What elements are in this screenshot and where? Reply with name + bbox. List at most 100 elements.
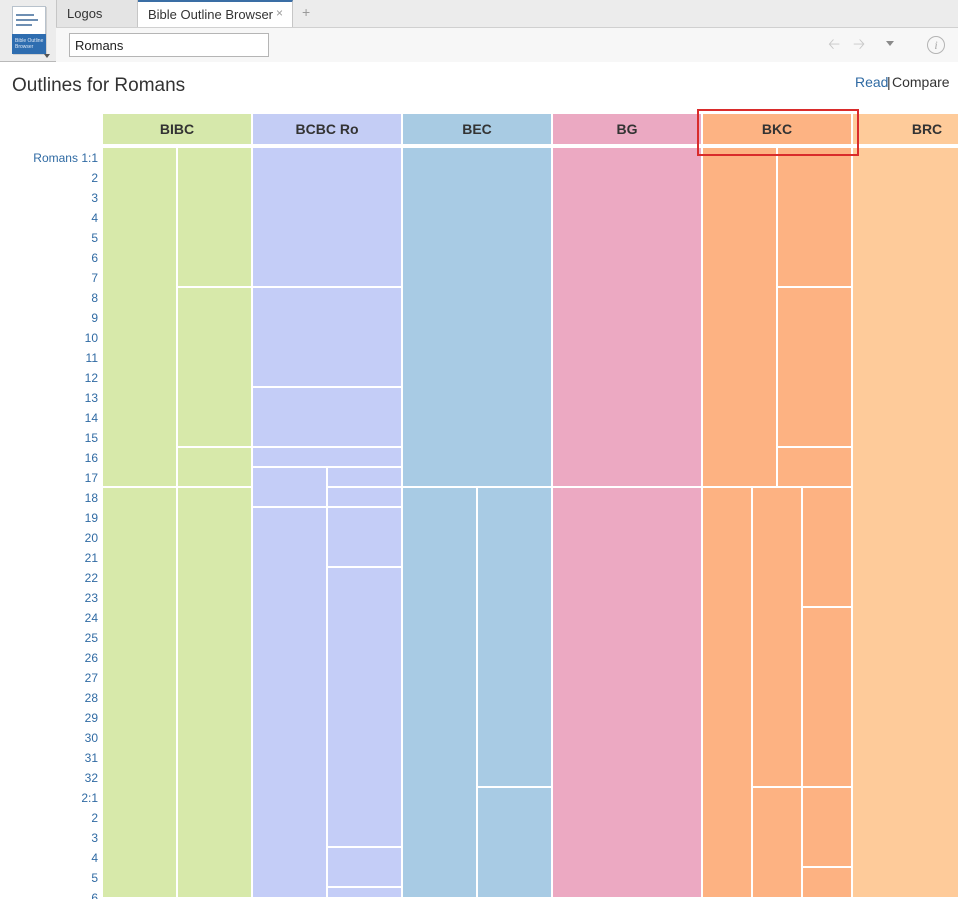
compare-link[interactable]: Compare	[892, 74, 950, 90]
dropdown-icon[interactable]	[886, 41, 894, 46]
verse-label[interactable]: 29	[84, 711, 98, 725]
verse-label[interactable]: 24	[84, 611, 98, 625]
outline-section[interactable]	[253, 388, 403, 448]
verse-label[interactable]: 26	[84, 651, 98, 665]
outline-section[interactable]	[778, 148, 853, 288]
outline-section[interactable]	[328, 568, 403, 848]
verse-label[interactable]: 25	[84, 631, 98, 645]
resource-menu-arrow-icon[interactable]	[44, 54, 50, 58]
verse-label[interactable]: 11	[85, 351, 98, 365]
verse-label[interactable]: 2	[91, 811, 98, 825]
outline-section[interactable]	[328, 468, 403, 488]
tab-bible-outline-browser[interactable]: Bible Outline Browser	[138, 0, 293, 28]
page-title: Outlines for Romans	[12, 75, 186, 96]
verse-label[interactable]: 2:1	[81, 791, 98, 805]
outline-section[interactable]	[553, 148, 703, 488]
outline-header-bibc[interactable]: BIBC	[103, 114, 251, 144]
header-divider	[553, 144, 703, 148]
outline-header-bcbc-ro[interactable]: BCBC Ro	[253, 114, 401, 144]
verse-label[interactable]: 3	[91, 831, 98, 845]
back-arrow-icon[interactable]: 🡠	[828, 36, 841, 53]
verse-label[interactable]: Romans 1:1	[33, 151, 98, 165]
forward-arrow-icon[interactable]: 🡢	[853, 36, 866, 53]
verse-label[interactable]: 31	[84, 751, 98, 765]
verse-label[interactable]: 27	[84, 671, 98, 685]
verse-label[interactable]: 21	[84, 551, 98, 565]
resource-cover: Bible Outline Browser	[12, 34, 46, 54]
outline-section[interactable]	[178, 488, 253, 899]
verse-label[interactable]: 6	[91, 891, 98, 899]
outline-section[interactable]	[253, 448, 403, 468]
verse-label[interactable]: 18	[84, 491, 98, 505]
verse-label[interactable]: 17	[84, 471, 98, 485]
resource-cover-text: Bible Outline Browser	[15, 38, 44, 50]
outline-section[interactable]	[103, 488, 178, 899]
verse-label[interactable]: 5	[91, 231, 98, 245]
outline-section[interactable]	[328, 848, 403, 888]
outline-section[interactable]	[178, 448, 253, 488]
outline-section[interactable]	[178, 288, 253, 448]
outline-header-bg[interactable]: BG	[553, 114, 701, 144]
outline-section[interactable]	[253, 148, 403, 288]
verse-label[interactable]: 6	[91, 251, 98, 265]
outline-section[interactable]	[703, 148, 778, 488]
link-separator: |	[887, 74, 891, 90]
outline-section[interactable]	[803, 868, 853, 899]
outline-section[interactable]	[778, 288, 853, 448]
outline-section[interactable]	[103, 148, 178, 488]
verse-label[interactable]: 15	[84, 431, 98, 445]
verse-label[interactable]: 8	[91, 291, 98, 305]
resource-icon[interactable]: Bible Outline Browser	[8, 4, 52, 60]
outline-section[interactable]	[253, 288, 403, 388]
outline-section[interactable]	[478, 788, 553, 899]
verse-label[interactable]: 13	[84, 391, 98, 405]
close-tab-icon[interactable]: ×	[276, 6, 284, 20]
verse-label[interactable]: 14	[84, 411, 98, 425]
outline-section[interactable]	[403, 148, 553, 488]
outline-section[interactable]	[478, 488, 553, 788]
verse-label[interactable]: 32	[84, 771, 98, 785]
verse-label[interactable]: 20	[84, 531, 98, 545]
outline-section[interactable]	[703, 488, 753, 899]
verse-label[interactable]: 12	[84, 371, 98, 385]
verse-label[interactable]: 16	[84, 451, 98, 465]
tab-logos-help[interactable]: Logos Help	[56, 0, 138, 48]
verse-label[interactable]: 19	[84, 511, 98, 525]
outline-section[interactable]	[328, 888, 403, 899]
outline-section[interactable]	[803, 488, 853, 608]
verse-label[interactable]: 23	[84, 591, 98, 605]
outline-section[interactable]	[178, 148, 253, 288]
outline-header-brc[interactable]: BRC	[853, 114, 958, 144]
verse-label[interactable]: 22	[84, 571, 98, 585]
verse-label[interactable]: 10	[84, 331, 98, 345]
reference-input[interactable]	[69, 33, 269, 57]
verse-label[interactable]: 28	[84, 691, 98, 705]
outline-section[interactable]	[553, 488, 703, 899]
read-link[interactable]: Read	[855, 74, 889, 90]
verse-label[interactable]: 7	[91, 271, 98, 285]
verse-label[interactable]: 4	[91, 211, 98, 225]
verse-label[interactable]: 9	[91, 311, 98, 325]
outline-section[interactable]	[328, 488, 403, 508]
outline-section[interactable]	[403, 488, 478, 899]
add-tab-icon[interactable]: +	[302, 4, 311, 20]
outline-header-bec[interactable]: BEC	[403, 114, 551, 144]
outline-section[interactable]	[753, 788, 803, 899]
outline-section[interactable]	[328, 508, 403, 568]
outline-section[interactable]	[253, 468, 328, 508]
verse-label[interactable]: 3	[91, 191, 98, 205]
verse-label[interactable]: 30	[84, 731, 98, 745]
outline-section[interactable]	[803, 788, 853, 868]
outline-section[interactable]	[253, 508, 328, 899]
verse-label[interactable]: 2	[91, 171, 98, 185]
info-icon[interactable]: i	[927, 36, 945, 54]
header-divider	[253, 144, 403, 148]
verse-label[interactable]: 5	[91, 871, 98, 885]
outline-section[interactable]	[853, 148, 958, 899]
outline-section[interactable]	[778, 448, 853, 488]
outline-section[interactable]	[753, 488, 803, 788]
verse-label[interactable]: 4	[91, 851, 98, 865]
outline-section[interactable]	[803, 608, 853, 788]
outline-header-bkc[interactable]: BKC	[703, 114, 851, 144]
